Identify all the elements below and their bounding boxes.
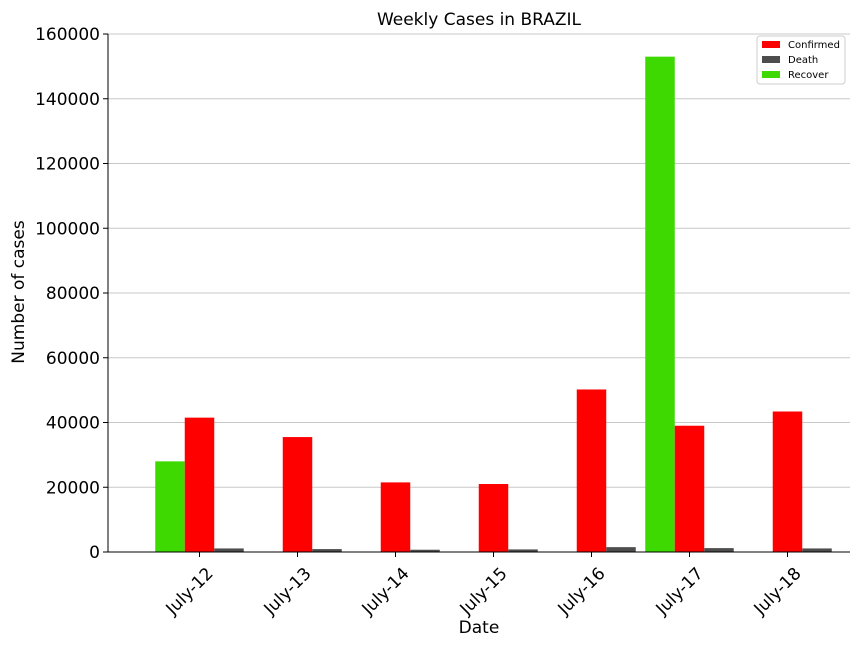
bar-confirmed-july-17	[674, 425, 705, 552]
y-tick-label: 20000	[46, 478, 100, 498]
x-tick-label: July-18	[750, 564, 806, 620]
bars	[155, 56, 832, 552]
x-ticks: July-12 July-13 July-14 July-15 July-16 July-…	[162, 552, 806, 620]
y-ticks: 0 20000 40000 60000 80000 100000 120000 140000 1…	[35, 25, 108, 563]
bar-death-july-17	[704, 548, 734, 552]
legend-swatch-recover	[762, 71, 780, 78]
bar-death-july-18	[802, 548, 832, 552]
y-tick-label: 40000	[46, 414, 100, 434]
bar-recover-july-17	[645, 56, 675, 552]
legend-label-death: Death	[788, 55, 818, 66]
legend-label-recover: Recover	[788, 70, 829, 81]
bar-death-july-13	[312, 549, 342, 552]
x-tick-label: July-17	[652, 564, 708, 620]
bar-recover-july-12	[155, 461, 185, 552]
bar-confirmed-july-12	[184, 417, 215, 552]
x-tick-label: July-12	[162, 564, 218, 620]
bar-confirmed-july-18	[772, 411, 803, 552]
x-tick-label: July-13	[260, 564, 316, 620]
legend-swatch-confirmed	[762, 41, 780, 48]
bar-confirmed-july-16	[576, 389, 607, 552]
chart-title: Weekly Cases in BRAZIL	[377, 10, 582, 30]
y-axis-label: Number of cases	[9, 220, 29, 364]
bar-confirmed-july-14	[380, 482, 411, 552]
legend: Confirmed Death Recover	[756, 35, 846, 85]
bar-death-july-14	[410, 549, 440, 552]
y-tick-label: 60000	[46, 349, 100, 369]
bar-death-july-16	[606, 547, 636, 552]
x-tick-label: July-14	[358, 564, 414, 620]
bar-confirmed-july-15	[478, 484, 509, 552]
x-tick-label: July-16	[554, 564, 610, 620]
y-tick-label: 120000	[35, 155, 100, 175]
y-tick-label: 140000	[35, 90, 100, 110]
x-tick-label: July-15	[456, 564, 512, 620]
y-tick-label: 80000	[46, 284, 100, 304]
bar-death-july-15	[508, 549, 538, 552]
bar-death-july-12	[214, 548, 244, 552]
y-tick-label: 0	[89, 543, 100, 563]
y-tick-label: 160000	[35, 25, 100, 45]
gridlines	[108, 33, 850, 488]
legend-swatch-death	[762, 56, 780, 63]
x-axis-label: Date	[459, 618, 500, 638]
legend-label-confirmed: Confirmed	[788, 40, 840, 51]
bar-confirmed-july-13	[282, 437, 313, 552]
y-tick-label: 100000	[35, 219, 100, 239]
